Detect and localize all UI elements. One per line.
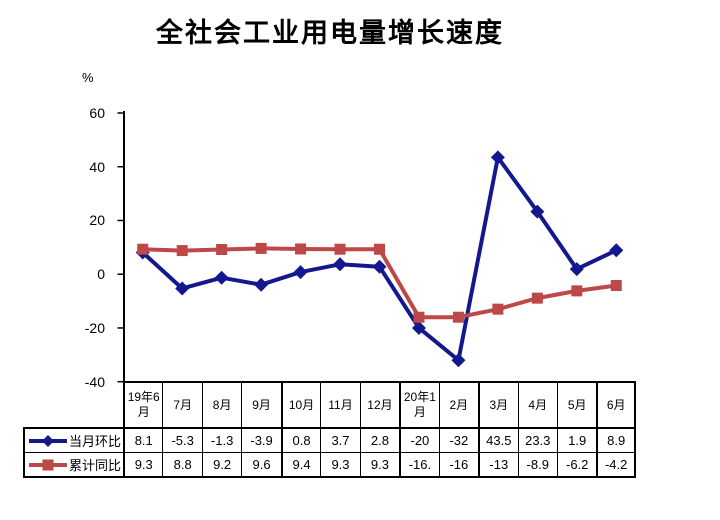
square-marker-icon (374, 243, 385, 255)
legend-item-当月环比: 当月环比 (23, 427, 123, 452)
diamond-marker-icon (372, 259, 387, 274)
diamond-marker-icon (214, 270, 229, 285)
square-marker-icon (334, 243, 346, 255)
table-value-cell: 9.3 (359, 452, 400, 478)
diamond-marker-icon (333, 257, 348, 272)
table-value-cell: -6.2 (556, 452, 597, 478)
table-value-cell: 9.6 (241, 452, 281, 478)
table-value-cell: -8.9 (517, 452, 557, 478)
square-marker-icon (531, 292, 543, 304)
table-value-cell: 9.4 (280, 452, 321, 478)
table-value-cell: -1.3 (201, 427, 242, 452)
series-line-累计同比 (142, 246, 617, 320)
diamond-marker-icon (569, 262, 584, 277)
data-table: 19年6月 7月 8月 9月 10月 11月 12月 20年1月 2月 3月 4月 5月 6月 当月环比 8… (23, 381, 636, 478)
table-value-cell: 0.8 (280, 427, 321, 452)
table-value-cell: -32 (438, 427, 479, 452)
diamond-marker-icon (254, 277, 269, 292)
table-value-cell: -3.9 (241, 427, 281, 452)
legend-label: 累计同比 (69, 458, 122, 473)
table-header-cell: 2月 (438, 381, 479, 427)
table-header-cell: 6月 (596, 381, 636, 427)
table-value-cell: 9.3 (320, 452, 360, 478)
diamond-marker-icon (175, 281, 190, 296)
diamond-marker-icon (609, 243, 624, 258)
square-marker-icon (492, 303, 504, 315)
y-tick-label: 40 (89, 158, 105, 175)
square-marker-icon (452, 311, 464, 323)
table-value-cell: 9.2 (201, 452, 242, 478)
table-header-cell: 4月 (517, 381, 557, 427)
table-value-cell: 43.5 (478, 427, 518, 452)
table-value-cell: 8.1 (123, 427, 163, 452)
table-header-cell: 10月 (280, 381, 321, 427)
square-marker-icon (610, 280, 622, 292)
series-line-当月环比 (141, 155, 618, 363)
table-header-cell: 3月 (478, 381, 518, 427)
legend-item-累计同比: 累计同比 (23, 452, 123, 478)
table-value-cell: -5.3 (162, 427, 202, 452)
table-header-cell: 8月 (201, 381, 242, 427)
y-tick-label: -40 (84, 373, 105, 390)
legend-label: 当月环比 (69, 434, 122, 449)
square-marker-icon (176, 245, 188, 257)
table-value-cell: 8.8 (162, 452, 202, 478)
table-value-cell: -4.2 (596, 452, 636, 478)
table-value-cell: 1.9 (556, 427, 597, 452)
square-marker-icon (413, 311, 425, 323)
square-legend-marker-icon (29, 459, 67, 470)
table-header-cell: 19年6月 (123, 381, 163, 427)
table-value-cell: 23.3 (517, 427, 557, 452)
square-marker-icon (255, 242, 267, 254)
table-value-cell: -16. (399, 452, 439, 478)
table-header-cell: 12月 (359, 381, 400, 427)
y-tick-label: 60 (89, 105, 105, 121)
square-marker-icon (571, 285, 583, 297)
diamond-marker-icon (411, 320, 426, 335)
diamond-marker-icon (490, 150, 505, 165)
square-marker-icon (216, 243, 228, 255)
table-value-cell: -13 (478, 452, 518, 478)
square-marker-icon (137, 243, 149, 255)
table-value-cell: 8.9 (596, 427, 636, 452)
table-header-cell: 7月 (162, 381, 202, 427)
square-marker-icon (295, 243, 307, 255)
y-tick-label: -20 (84, 319, 105, 336)
table-header-cell: 11月 (320, 381, 360, 427)
table-value-cell: -16 (438, 452, 479, 478)
table-value-cell: 2.8 (359, 427, 400, 452)
table-value-cell: 9.3 (123, 452, 163, 478)
y-tick-label: 0 (97, 266, 105, 283)
table-value-cell: -20 (399, 427, 439, 452)
diamond-marker-icon (530, 204, 545, 219)
diamond-marker-icon (451, 353, 466, 368)
diamond-legend-marker-icon (29, 434, 67, 447)
table-header-cell: 5月 (556, 381, 597, 427)
diamond-marker-icon (293, 265, 308, 280)
table-value-cell: 3.7 (320, 427, 360, 452)
chart-title: 全社会工业用电量增长速度 (156, 18, 504, 49)
table-header-cell: 20年1月 (399, 381, 439, 427)
y-axis-unit-label: % (82, 70, 94, 85)
table-header-cell: 9月 (241, 381, 281, 427)
y-tick-label: 20 (89, 212, 105, 229)
